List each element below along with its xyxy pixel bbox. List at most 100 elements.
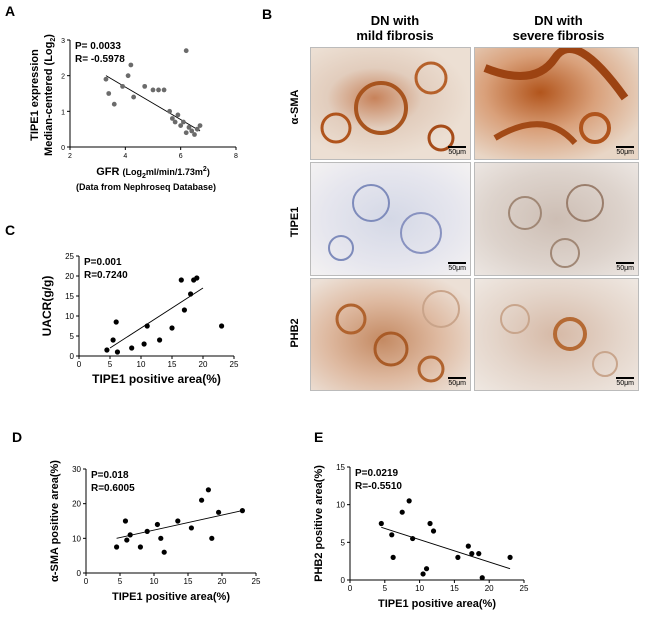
data-point-a: [128, 62, 134, 68]
scale-bar: 50μm: [616, 377, 634, 387]
data-source-note: (Data from Nephroseq Database): [76, 182, 216, 192]
x-label-d: TIPE1 positive area(%): [112, 591, 230, 603]
panel-letter-a: A: [5, 3, 16, 19]
stat-r-c: R=0.7240: [84, 270, 128, 281]
x-tick-label-d: 15: [184, 577, 193, 586]
data-point-e: [469, 551, 475, 557]
x-tick-label-d: 10: [150, 577, 159, 586]
data-point-e: [430, 528, 437, 534]
y-tick-label-c: 15: [65, 292, 74, 301]
data-point-e: [420, 571, 426, 577]
data-point-d: [114, 544, 120, 550]
panel-letter-d: D: [12, 429, 23, 445]
scale-bar: 50μm: [616, 262, 634, 272]
data-point-d: [154, 521, 160, 528]
data-point-c: [194, 275, 200, 281]
fit-line-d: [116, 510, 243, 539]
y-tick-label-d: 10: [72, 534, 81, 543]
y-tick-label-c: 20: [65, 272, 74, 281]
data-point-c: [129, 345, 135, 351]
x-tick-label-d: 25: [252, 577, 261, 586]
data-point-c: [141, 341, 147, 347]
histology-col2-header: DN with severe fibrosis: [476, 13, 641, 43]
histology-tipe1-mild: 50μm: [310, 162, 471, 276]
y-label-c: UACR(g/g): [40, 276, 54, 337]
y-tick-label-a: 3: [61, 38, 65, 45]
y-tick-label-d: 0: [77, 569, 82, 578]
data-point-e: [455, 554, 461, 561]
y-tick-label-e: 5: [341, 538, 346, 547]
data-point-a: [150, 87, 156, 93]
x-tick-label-e: 0: [348, 584, 353, 593]
y-label-d: α-SMA positive area(%): [49, 460, 61, 582]
histology-texture: [320, 61, 455, 152]
data-point-a: [167, 108, 173, 114]
histology-texture: [328, 184, 442, 261]
panel-letter-c: C: [5, 222, 16, 238]
histology-texture: [500, 304, 618, 377]
y-label-line2-main: Median-centered (Log: [43, 42, 55, 156]
stat-p-c: P=0.001: [84, 257, 122, 268]
y-tick-label-a: 1: [61, 109, 65, 116]
data-point-e: [465, 543, 471, 549]
histology-texture: [335, 290, 460, 383]
data-point-d: [205, 487, 211, 493]
histology-phb2-severe: 50μm: [474, 278, 639, 391]
stat-p-a: P= 0.0033: [75, 41, 121, 52]
col1-line1: DN with: [370, 13, 420, 28]
data-point-c: [188, 291, 194, 297]
data-point-c: [110, 337, 116, 343]
panel-letter-b: B: [262, 6, 273, 22]
x-label-part: 2: [203, 166, 207, 173]
data-point-a: [103, 76, 109, 82]
x-tick-label-c: 20: [199, 360, 208, 369]
y-tick-label-d: 30: [72, 465, 81, 474]
y-label-e: PHB2 positive area(%): [313, 465, 325, 582]
y-tick-label-e: 0: [341, 576, 346, 585]
x-label-part: GFR: [96, 166, 122, 178]
data-point-d: [161, 549, 167, 555]
data-point-a: [106, 91, 112, 96]
y-tick-label-a: 2: [61, 74, 65, 81]
x-tick-label-c: 15: [168, 360, 177, 369]
data-point-d: [127, 532, 133, 538]
scale-bar: 50μm: [616, 146, 634, 156]
histology-col1-header: DN with mild fibrosis: [315, 13, 475, 43]
data-point-e: [423, 566, 430, 572]
data-point-d: [158, 535, 164, 541]
x-tick-label-d: 5: [118, 577, 123, 586]
stat-r-d: R=0.6005: [91, 483, 135, 494]
col1-line2: mild fibrosis: [356, 28, 434, 43]
y-tick-label-c: 5: [70, 332, 75, 341]
y-tick-label-c: 10: [65, 312, 74, 321]
data-point-a: [186, 124, 192, 130]
x-tick-label-a: 2: [68, 153, 72, 160]
data-point-e: [476, 551, 482, 557]
x-label-a: GFR (Log2ml/min/1.73m2): [96, 166, 210, 180]
data-point-a: [111, 101, 117, 107]
x-tick-label-e: 15: [450, 584, 459, 593]
fit-line-a: [105, 75, 201, 132]
data-point-d: [216, 509, 222, 515]
x-tick-label-a: 6: [179, 153, 183, 160]
fit-line-e: [381, 526, 511, 570]
data-point-a: [125, 73, 131, 79]
data-point-a: [178, 123, 184, 128]
y-label-line2-end: ): [43, 34, 55, 38]
data-point-d: [199, 497, 205, 503]
y-label-line1-a: TIPE1 expression: [29, 49, 41, 141]
histology-asma-severe: 50μm: [474, 47, 639, 160]
data-point-a: [197, 123, 203, 128]
y-tick-label-c: 0: [70, 352, 75, 361]
x-tick-label-e: 20: [485, 584, 494, 593]
data-point-c: [178, 277, 184, 283]
histology-texture: [508, 184, 604, 268]
data-point-e: [410, 535, 416, 542]
y-tick-label-d: 20: [72, 500, 81, 509]
x-label-part: 2: [142, 173, 146, 180]
scale-bar: 50μm: [448, 262, 466, 272]
data-point-d: [124, 537, 130, 543]
y-tick-label-a: 0: [61, 145, 65, 152]
scale-bar: 50μm: [448, 377, 466, 387]
